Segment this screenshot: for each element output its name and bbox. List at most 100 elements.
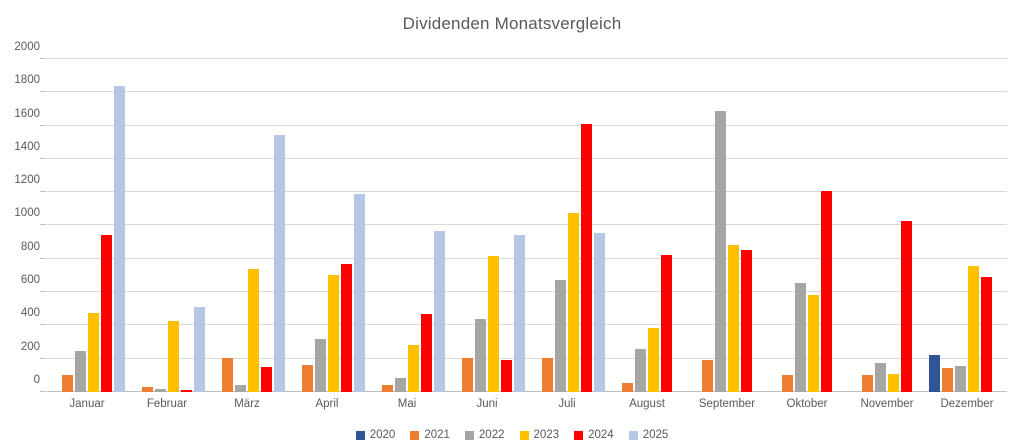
legend-item-2021[interactable]: 2021: [410, 429, 450, 441]
bar-slot: [728, 59, 739, 392]
bar-2025-februar[interactable]: [194, 307, 205, 392]
bar-2023-mai[interactable]: [408, 345, 419, 392]
legend-item-2024[interactable]: 2024: [574, 429, 614, 441]
bar-slot: [689, 59, 700, 392]
bar-2024-märz[interactable]: [261, 367, 272, 392]
bar-2023-juni[interactable]: [488, 256, 499, 392]
bar-2025-januar[interactable]: [114, 86, 125, 392]
y-axis-tick: [40, 191, 46, 192]
x-axis-label-november: November: [860, 398, 914, 410]
bar-slot: [994, 59, 1005, 392]
bar-slot: [914, 59, 925, 392]
bar-2025-juni[interactable]: [514, 235, 525, 392]
bar-2021-september[interactable]: [702, 360, 713, 392]
bar-2021-märz[interactable]: [222, 358, 233, 392]
bar-2020-dezember[interactable]: [929, 355, 940, 392]
bar-2023-juli[interactable]: [568, 213, 579, 392]
bar-2021-november[interactable]: [862, 375, 873, 392]
bar-2022-juni[interactable]: [475, 319, 486, 392]
bar-2022-dezember[interactable]: [955, 366, 966, 392]
legend-item-2025[interactable]: 2025: [628, 429, 669, 441]
legend-label: 2023: [533, 429, 560, 441]
y-axis-tick: [40, 125, 46, 126]
bar-2023-dezember[interactable]: [968, 266, 979, 392]
legend-label: 2025: [642, 429, 669, 441]
bar-2022-november[interactable]: [875, 363, 886, 392]
bar-2024-oktober[interactable]: [821, 191, 832, 392]
bar-2021-august[interactable]: [622, 383, 633, 392]
bar-2023-märz[interactable]: [248, 269, 259, 392]
y-axis-label: 0: [33, 374, 40, 386]
bar-2025-april[interactable]: [354, 194, 365, 392]
bar-slot: [782, 59, 793, 392]
bar-group-november: [847, 59, 927, 392]
bar-2021-januar[interactable]: [62, 375, 73, 392]
bar-slot: [274, 59, 285, 392]
gridline: [47, 125, 1007, 126]
legend-item-2020[interactable]: 2020: [355, 429, 395, 441]
bar-2021-april[interactable]: [302, 365, 313, 392]
gridline: [47, 358, 1007, 359]
bar-2023-februar[interactable]: [168, 321, 179, 392]
plot-area: 0 200 400 600 800 1000 1200 1400 1600 1800 2000: [14, 41, 1007, 392]
bar-2021-februar[interactable]: [142, 387, 153, 392]
bar-2024-juli[interactable]: [581, 124, 592, 392]
bar-2025-juli[interactable]: [594, 233, 605, 392]
bar-slot: [49, 59, 60, 392]
bar-group-april: [287, 59, 367, 392]
bar-2022-februar[interactable]: [155, 389, 166, 392]
bar-2023-august[interactable]: [648, 328, 659, 392]
y-axis-label: 1800: [14, 74, 40, 86]
bar-slot: [181, 59, 192, 392]
bar-slot: [581, 59, 592, 392]
bar-2025-mai[interactable]: [434, 231, 445, 392]
chart-title: Dividenden Monatsvergleich: [402, 14, 622, 33]
bar-2021-juli[interactable]: [542, 358, 553, 392]
bar-2024-mai[interactable]: [421, 314, 432, 392]
bar-2022-august[interactable]: [635, 349, 646, 392]
bar-slot: [341, 59, 352, 392]
bar-group-oktober: [767, 59, 847, 392]
y-axis-tick: [40, 324, 46, 325]
bar-2024-juni[interactable]: [501, 360, 512, 392]
bar-2023-november[interactable]: [888, 374, 899, 392]
bar-slot: [769, 59, 780, 392]
bar-slot: [209, 59, 220, 392]
bar-2024-november[interactable]: [901, 221, 912, 392]
bar-2024-januar[interactable]: [101, 235, 112, 392]
bar-slot: [741, 59, 752, 392]
bar-2021-juni[interactable]: [462, 358, 473, 392]
bar-2022-september[interactable]: [715, 111, 726, 392]
bar-slot: [674, 59, 685, 392]
bar-2021-oktober[interactable]: [782, 375, 793, 392]
legend-item-2022[interactable]: 2022: [464, 429, 505, 441]
bar-slot: [395, 59, 406, 392]
gridline: [47, 324, 1007, 325]
bar-2023-april[interactable]: [328, 275, 339, 392]
bar-2024-april[interactable]: [341, 264, 352, 392]
bar-2024-august[interactable]: [661, 255, 672, 392]
bar-slot: [328, 59, 339, 392]
bar-slot: [821, 59, 832, 392]
bar-slot: [235, 59, 246, 392]
bar-2024-september[interactable]: [741, 250, 752, 392]
bar-2024-dezember[interactable]: [981, 277, 992, 392]
gridline: [47, 258, 1007, 259]
legend-item-2023[interactable]: 2023: [519, 429, 560, 441]
bar-2021-dezember[interactable]: [942, 368, 953, 392]
bar-2025-märz[interactable]: [274, 135, 285, 392]
bar-slot: [555, 59, 566, 392]
bar-2022-märz[interactable]: [235, 385, 246, 392]
bar-2022-januar[interactable]: [75, 351, 86, 392]
bar-2022-april[interactable]: [315, 339, 326, 392]
bar-2023-oktober[interactable]: [808, 295, 819, 392]
bar-2022-mai[interactable]: [395, 378, 406, 392]
bar-2021-mai[interactable]: [382, 385, 393, 392]
bar-group-juni: [447, 59, 527, 392]
bar-2023-januar[interactable]: [88, 313, 99, 392]
bar-2023-september[interactable]: [728, 245, 739, 392]
bar-2022-oktober[interactable]: [795, 283, 806, 392]
bar-2022-juli[interactable]: [555, 280, 566, 392]
bar-2024-februar[interactable]: [181, 390, 192, 392]
